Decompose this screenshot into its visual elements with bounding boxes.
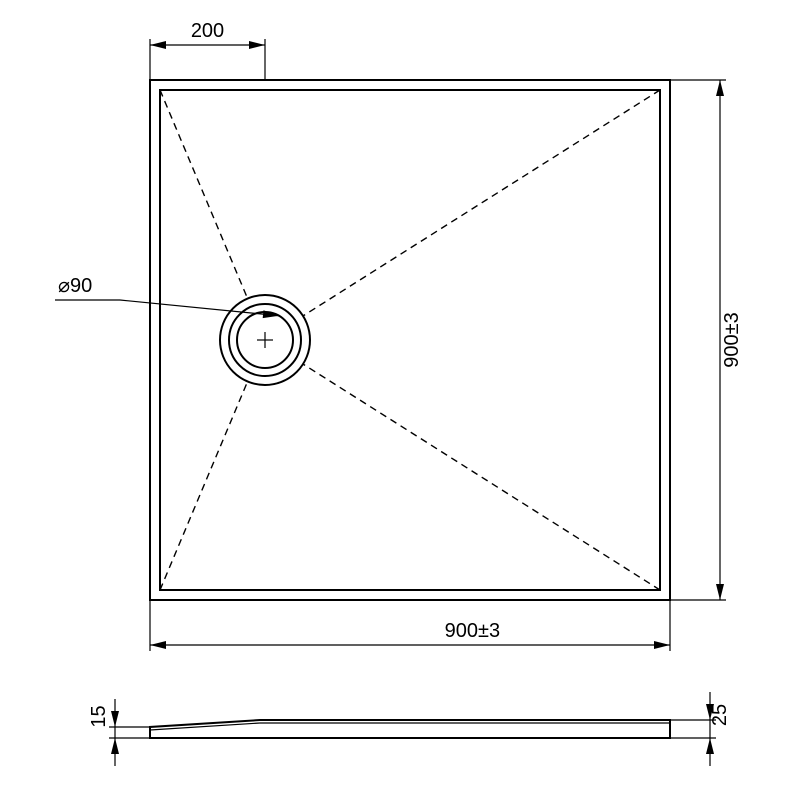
dim-thin: 15 [88,705,110,727]
dim-height: 900±3 [721,312,743,367]
dim-thick: 25 [709,704,731,726]
dim-top-offset: 200 [191,20,224,42]
dim-diameter: ⌀90 [58,275,92,297]
dim-width: 900±3 [445,620,500,642]
